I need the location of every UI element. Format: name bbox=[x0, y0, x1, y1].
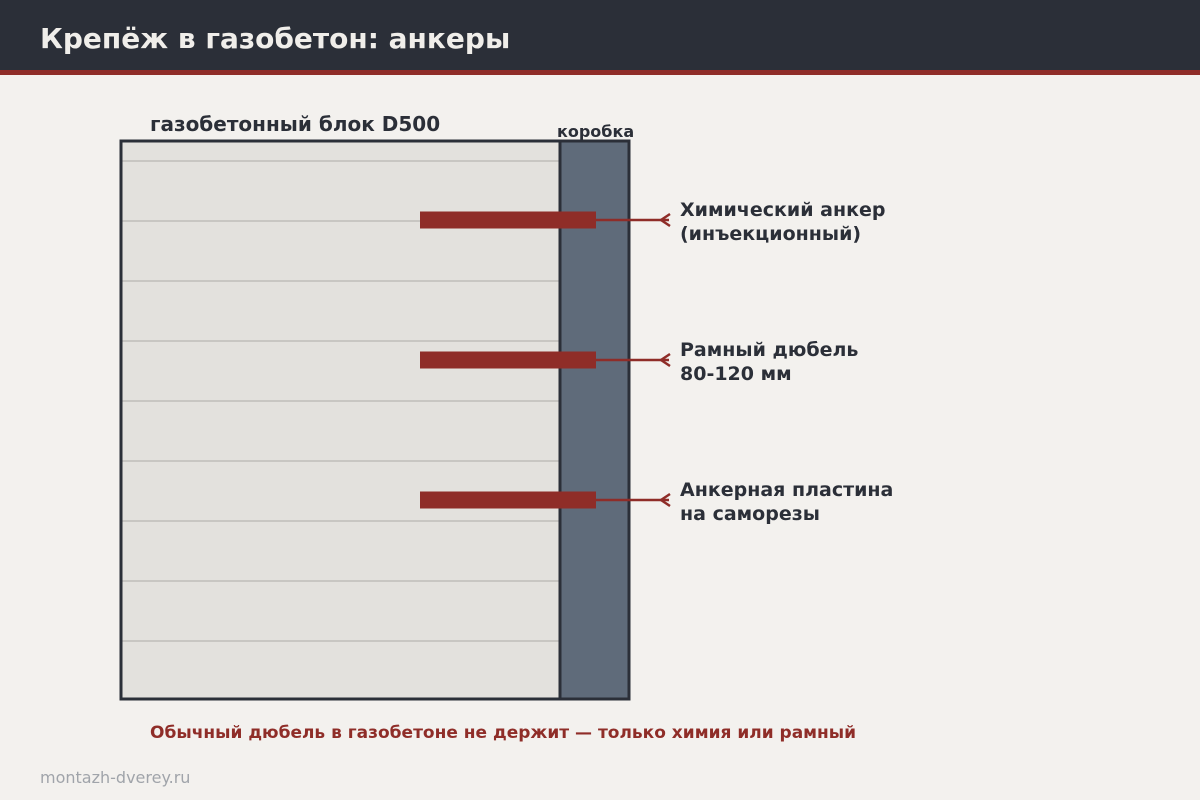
anchors: Химический анкер(инъекционный) Рамный дюб… bbox=[420, 199, 893, 525]
block bbox=[121, 141, 560, 699]
block-seams bbox=[121, 160, 560, 642]
frame-label: коробка bbox=[557, 122, 634, 141]
note: Обычный дюбель в газобетоне не держит — … bbox=[150, 723, 856, 743]
header-bar bbox=[0, 0, 1200, 70]
header-accent bbox=[0, 70, 1200, 75]
anchor-bar bbox=[420, 351, 596, 369]
anchor-bar bbox=[420, 491, 596, 509]
anchor-label: Химический анкер bbox=[680, 199, 885, 221]
leader-arrow bbox=[658, 212, 671, 228]
block-label: газобетонный блок D500 bbox=[150, 112, 440, 136]
anchor-label: Рамный дюбель bbox=[680, 339, 858, 361]
leader-arrow bbox=[658, 492, 671, 508]
anchor-bar bbox=[420, 211, 596, 229]
leader-arrow bbox=[658, 352, 671, 368]
anchor-label: на саморезы bbox=[680, 503, 820, 525]
site: montazh-dverey.ru bbox=[40, 768, 190, 787]
anchor-label: 80-120 мм bbox=[680, 363, 792, 385]
anchor-label: (инъекционный) bbox=[680, 223, 861, 245]
anchor-label: Анкерная пластина bbox=[680, 479, 893, 501]
frame bbox=[558, 139, 631, 701]
title: Крепёж в газобетон: анкеры bbox=[40, 22, 510, 55]
